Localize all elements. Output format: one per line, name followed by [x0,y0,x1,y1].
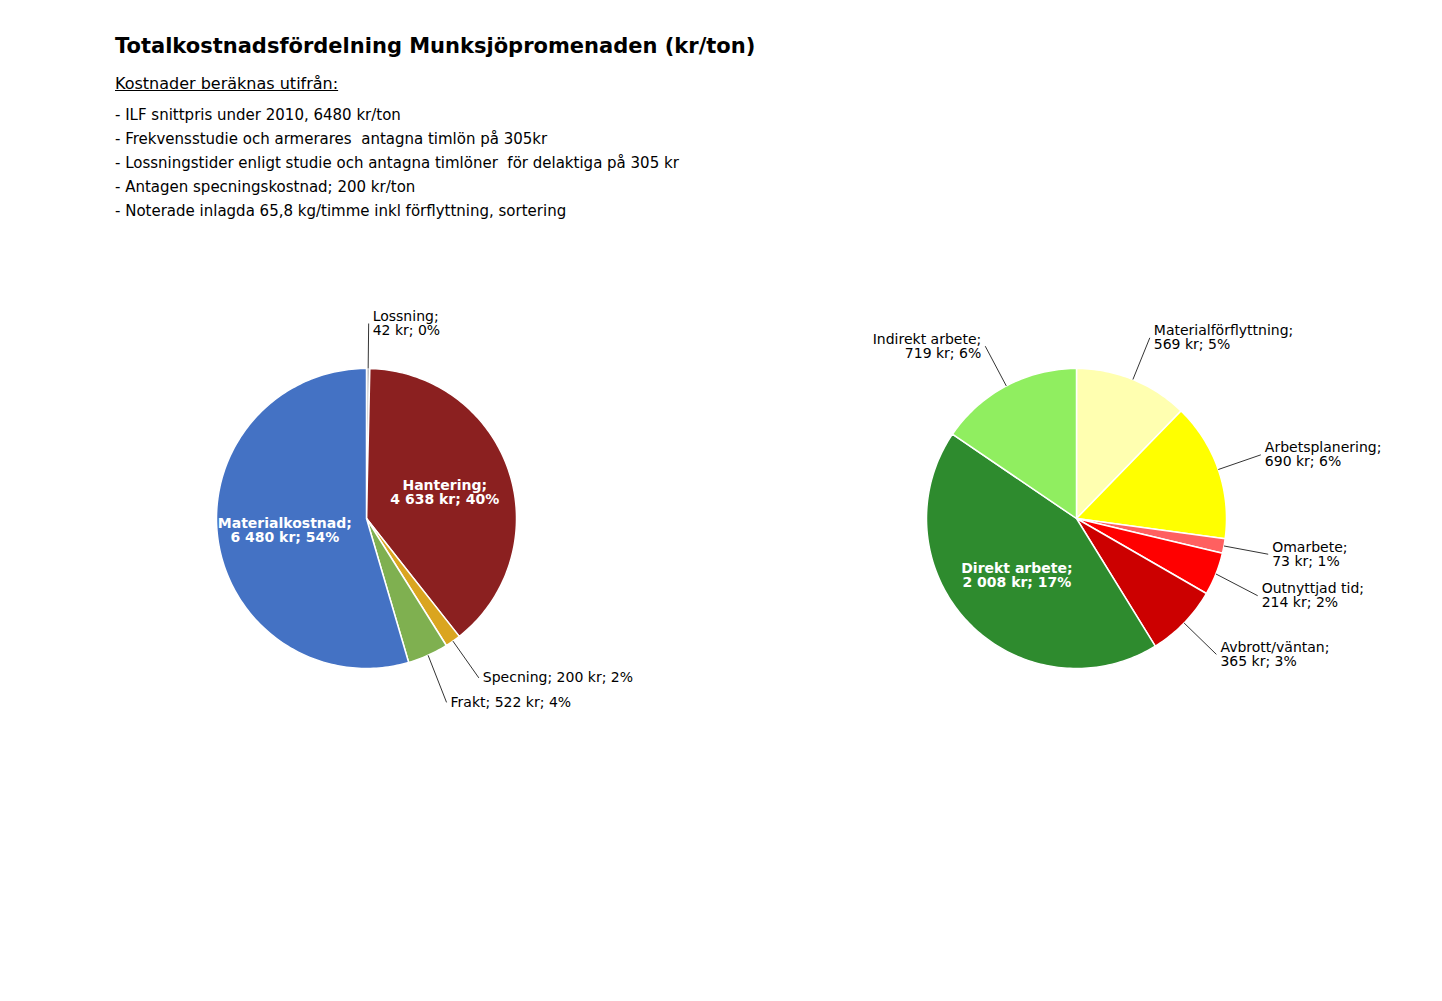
html-text:- ILF snittpris under 2010, 64: - ILF snittpris under 2010, 6480 kr/ton [115,106,401,124]
html-text:Kostnader beräknas utifrån:: Kostnader beräknas utifrån: [115,74,339,93]
svg-text:Specning; 200 kr; 2%: Specning; 200 kr; 2% [483,669,633,685]
html-text:- Antagen specningskostnad; 20: - Antagen specningskostnad; 200 kr/ton [115,178,416,196]
svg-text:Lossning;42 kr; 0%: Lossning;42 kr; 0% [373,308,441,338]
svg-text:Omarbete;73 kr; 1%: Omarbete;73 kr; 1% [1272,539,1347,569]
svg-text:Materialförflyttning;569 kr; 5: Materialförflyttning;569 kr; 5% [1154,322,1293,352]
html-text:- Lossningstider enligt studie: - Lossningstider enligt studie och antag… [115,154,679,172]
svg-text:Materialkostnad;6 480 kr; 54%: Materialkostnad;6 480 kr; 54% [218,515,352,545]
svg-text:Outnyttjad tid;214 kr; 2%: Outnyttjad tid;214 kr; 2% [1262,580,1364,610]
svg-text:Hantering;4 638 kr; 40%: Hantering;4 638 kr; 40% [390,477,499,507]
svg-text:Arbetsplanering;690 kr; 6%: Arbetsplanering;690 kr; 6% [1265,439,1382,469]
svg-text:Direkt arbete;2 008 kr; 17%: Direkt arbete;2 008 kr; 17% [961,560,1072,590]
svg-text:Indirekt arbete;719 kr; 6%: Indirekt arbete;719 kr; 6% [873,331,982,361]
html-text:- Frekvensstudie och armerares: - Frekvensstudie och armerares antagna t… [115,130,548,148]
svg-text:Frakt; 522 kr; 4%: Frakt; 522 kr; 4% [451,694,572,710]
svg-text:Avbrott/väntan;365 kr; 3%: Avbrott/väntan;365 kr; 3% [1220,639,1329,669]
html-text:Totalkostnadsfördelning Munksj: Totalkostnadsfördelning Munksjöpromenade… [115,34,756,58]
html-text:- Noterade inlagda 65,8 kg/tim: - Noterade inlagda 65,8 kg/timme inkl fö… [115,202,567,220]
